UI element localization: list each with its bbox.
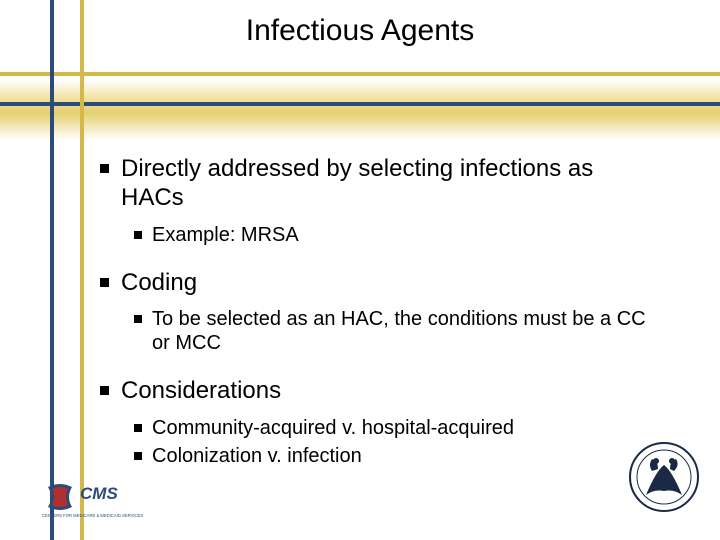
- sub-bullet-item: To be selected as an HAC, the conditions…: [134, 307, 660, 355]
- gold-horizontal-line: [0, 72, 720, 76]
- bullet-square-icon: [100, 386, 109, 395]
- bullet-square-icon: [100, 278, 109, 287]
- bullet-item: Considerations Community-acquired v. hos…: [100, 377, 660, 468]
- bullet-item: Coding To be selected as an HAC, the con…: [100, 269, 660, 356]
- sub-bullet-item: Colonization v. infection: [134, 444, 660, 468]
- sub-bullet-text: Example: MRSA: [152, 223, 299, 247]
- page-title: Infectious Agents: [0, 14, 720, 48]
- bullet-item: Directly addressed by selecting infectio…: [100, 155, 660, 247]
- slide: Infectious Agents Directly addressed by …: [0, 0, 720, 540]
- cms-logo: CMS CENTERS FOR MEDICARE & MEDICAID SERV…: [42, 479, 152, 524]
- hhs-logo: [628, 441, 700, 518]
- blue-vertical-line: [50, 0, 54, 540]
- cms-logo-text: CMS: [80, 484, 118, 503]
- gradient-band: [0, 80, 720, 140]
- sub-bullet-text: Community-acquired v. hospital-acquired: [152, 416, 514, 440]
- bullet-text: Considerations: [121, 377, 281, 406]
- bullet-square-icon: [134, 231, 142, 239]
- bullet-square-icon: [134, 315, 142, 323]
- gold-vertical-line: [80, 0, 84, 540]
- sub-bullet-item: Community-acquired v. hospital-acquired: [134, 416, 660, 440]
- bullet-square-icon: [134, 452, 142, 460]
- cms-logo-subtext: CENTERS FOR MEDICARE & MEDICAID SERVICES: [42, 513, 143, 518]
- bullet-text: Coding: [121, 269, 197, 298]
- sub-bullet-item: Example: MRSA: [134, 223, 660, 247]
- bullet-square-icon: [134, 424, 142, 432]
- sub-bullet-text: To be selected as an HAC, the conditions…: [152, 307, 660, 355]
- bullet-text: Directly addressed by selecting infectio…: [121, 155, 660, 213]
- content-area: Directly addressed by selecting infectio…: [100, 155, 660, 490]
- blue-horizontal-line: [0, 102, 720, 106]
- bullet-square-icon: [100, 164, 109, 173]
- sub-bullet-text: Colonization v. infection: [152, 444, 362, 468]
